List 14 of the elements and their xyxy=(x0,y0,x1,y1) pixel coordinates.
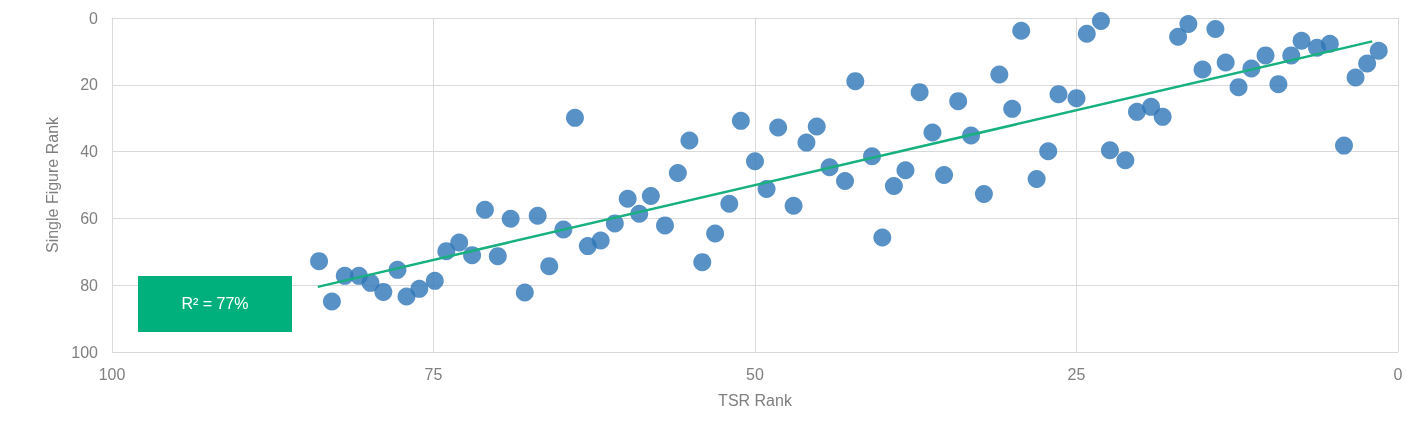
y-tick-label: 100 xyxy=(71,343,99,361)
x-tick-label: 0 xyxy=(1393,365,1403,383)
y-axis-title: Single Figure Rank xyxy=(43,115,61,254)
y-tick-label: 80 xyxy=(80,276,99,294)
label-box: R² = 77% xyxy=(138,276,292,332)
y-tick-label: 40 xyxy=(80,143,99,161)
x-tick-label: 75 xyxy=(424,365,443,383)
x-tick-label: 100 xyxy=(98,365,126,383)
x-axis-title: TSR Rank xyxy=(718,391,793,409)
x-tick-label: 50 xyxy=(746,365,764,383)
y-tick-label: 60 xyxy=(80,209,99,227)
y-tick-label: 20 xyxy=(80,76,99,94)
y-tick-label: 0 xyxy=(89,9,99,27)
x-tick-label: 25 xyxy=(1067,365,1086,383)
